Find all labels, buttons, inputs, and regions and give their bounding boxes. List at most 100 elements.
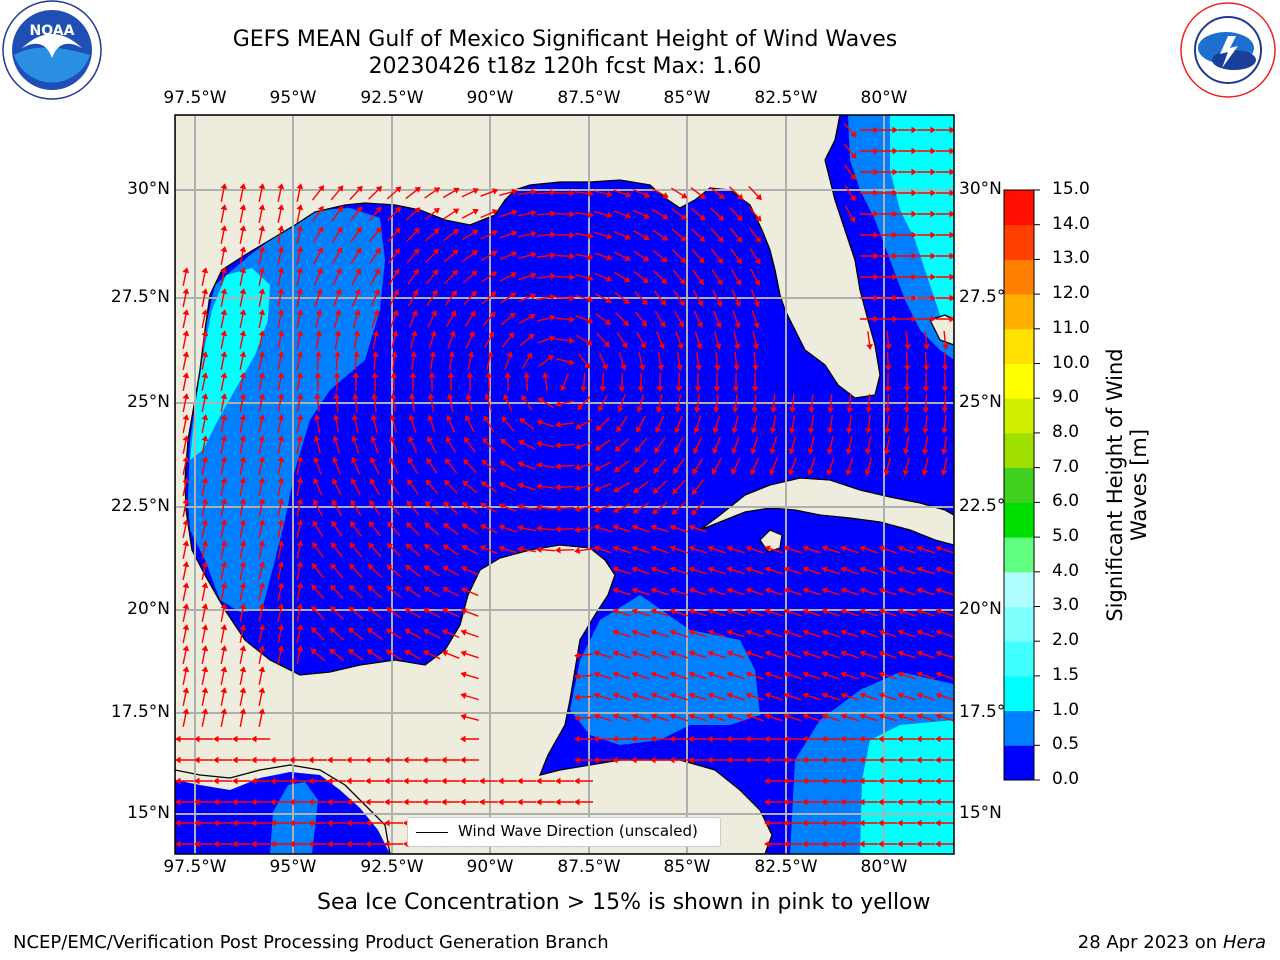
- wave-arrow: [464, 436, 476, 453]
- wave-arrow: [346, 819, 365, 827]
- colorbar-tick-label: 10.0: [1052, 353, 1090, 373]
- wave-arrow: [555, 483, 575, 491]
- wave-arrow: [465, 330, 475, 349]
- lon-label-bottom: 85°W: [663, 857, 711, 877]
- wave-arrow: [840, 566, 859, 575]
- wave-arrow: [289, 840, 308, 848]
- wave-arrow: [752, 331, 760, 350]
- wave-arrow: [351, 456, 361, 475]
- wave-arrow: [220, 330, 228, 349]
- wave-arrow: [802, 587, 821, 596]
- wave-arrow: [194, 756, 213, 764]
- wave-arrow: [655, 394, 663, 413]
- wave-arrow: [726, 608, 745, 617]
- wave-arrow: [410, 351, 417, 370]
- wave-arrow: [860, 294, 879, 302]
- wave-arrow: [445, 290, 457, 306]
- wave-arrow: [860, 273, 879, 281]
- wave-arrow: [729, 207, 743, 222]
- wave-arrow: [903, 351, 911, 371]
- wave-arrow: [749, 248, 761, 265]
- wave-arrow: [897, 840, 916, 848]
- map-frame: [174, 114, 955, 855]
- wave-arrow: [694, 331, 703, 350]
- wave-arrow: [519, 333, 535, 347]
- wave-arrow: [878, 819, 897, 827]
- wave-arrow: [672, 269, 686, 285]
- wave-arrow: [332, 435, 341, 454]
- wave-arrow: [201, 372, 209, 391]
- wave-arrow: [182, 603, 190, 622]
- wave-arrow: [707, 566, 726, 575]
- wave-arrow: [693, 310, 703, 329]
- wave-arrow: [751, 394, 758, 413]
- wave-arrow: [405, 522, 420, 536]
- wave-arrow: [904, 331, 911, 350]
- wave-arrow: [859, 819, 878, 827]
- wave-arrow: [594, 293, 612, 304]
- wave-arrow: [460, 777, 479, 785]
- wave-arrow: [194, 840, 213, 848]
- wave-arrow: [669, 629, 688, 638]
- wave-arrow: [425, 479, 439, 495]
- wave-arrow: [917, 189, 936, 197]
- wave-arrow: [802, 650, 821, 659]
- wave-arrow: [465, 393, 473, 412]
- wave-arrow: [484, 393, 493, 412]
- wave-arrow: [688, 671, 707, 680]
- lat-label-right: 20°N: [959, 599, 1002, 619]
- wave-arrow: [239, 267, 247, 286]
- wave-arrow: [182, 330, 190, 349]
- wave-arrow: [258, 582, 266, 601]
- wave-arrow: [652, 480, 668, 494]
- wave-arrow: [712, 436, 722, 455]
- colorbar-segment: [1004, 745, 1034, 781]
- wave-arrow: [613, 230, 632, 240]
- wave-arrow: [750, 268, 761, 286]
- wave-arrow: [251, 840, 270, 848]
- wave-arrow: [463, 290, 477, 306]
- wave-arrow: [844, 164, 856, 181]
- wave-arrow: [372, 330, 380, 349]
- wave-arrow: [840, 713, 859, 722]
- wave-arrow: [731, 457, 741, 475]
- wave-arrow: [258, 498, 266, 517]
- wave-arrow: [821, 756, 840, 764]
- wave-arrow: [239, 687, 247, 706]
- wave-arrow: [879, 147, 898, 155]
- wave-arrow: [865, 393, 873, 413]
- wave-arrow: [232, 840, 251, 848]
- wave-arrow: [384, 840, 403, 848]
- wave-arrow: [331, 520, 343, 537]
- wave-arrow: [182, 267, 190, 286]
- wave-arrow: [612, 735, 631, 743]
- svg-text:NOAA: NOAA: [30, 23, 75, 39]
- wave-arrow: [277, 393, 285, 412]
- wave-arrow: [366, 649, 383, 661]
- wave-arrow: [536, 546, 556, 554]
- wave-arrow: [308, 819, 327, 827]
- wave-arrow: [674, 310, 685, 328]
- wave-arrow: [613, 251, 631, 262]
- wave-arrow: [632, 188, 651, 198]
- wave-arrow: [752, 351, 759, 371]
- footer-machine: Hera: [1222, 932, 1266, 953]
- wave-arrow: [427, 414, 436, 433]
- legend-line-swatch: [416, 832, 448, 833]
- wave-arrow: [498, 503, 517, 513]
- wave-arrow: [860, 315, 879, 323]
- wave-arrow: [258, 624, 266, 643]
- wave-arrow: [405, 207, 421, 221]
- wave-arrow: [426, 436, 437, 454]
- wave-arrow: [726, 713, 745, 722]
- wave-arrow: [201, 498, 209, 517]
- wave-arrow: [518, 439, 536, 450]
- wave-arrow: [770, 394, 777, 413]
- wave-arrow: [482, 311, 496, 327]
- wave-arrow: [612, 608, 631, 617]
- wave-arrow: [574, 441, 593, 450]
- wave-arrow: [348, 627, 364, 641]
- wave-arrow: [220, 561, 228, 580]
- wave-arrow: [750, 457, 760, 476]
- wave-arrow: [258, 666, 266, 685]
